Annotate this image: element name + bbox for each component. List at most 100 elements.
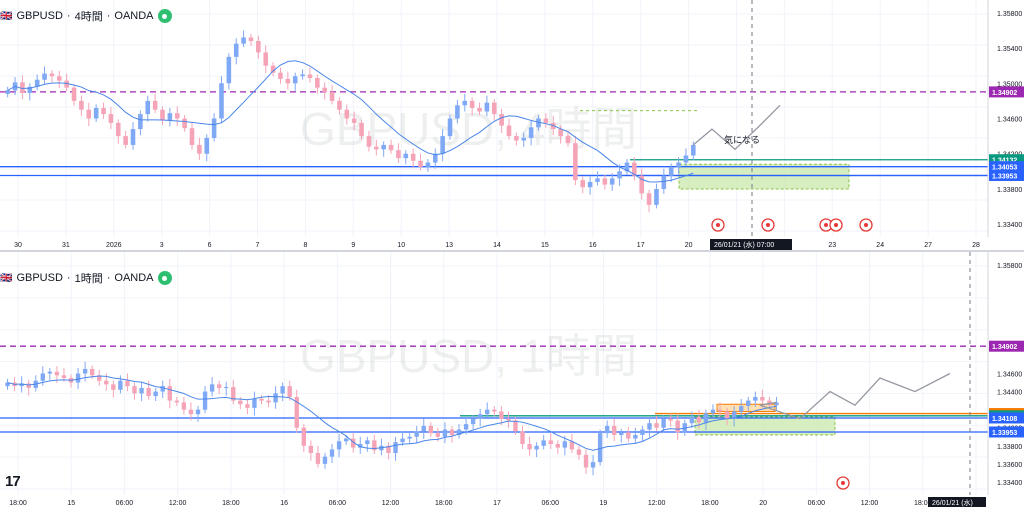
- price-axis-tick: 1.35800: [997, 263, 1022, 270]
- candle: [57, 70, 62, 89]
- price-level-label: 1.34902: [992, 90, 1017, 97]
- candle: [527, 436, 532, 456]
- time-axis-label: 7: [256, 242, 260, 249]
- candle: [724, 407, 730, 426]
- candle-body: [40, 373, 45, 381]
- candle-body: [292, 76, 298, 84]
- candle-body: [428, 425, 433, 434]
- candle: [418, 153, 423, 171]
- candle: [20, 75, 25, 100]
- candle-body: [421, 425, 426, 432]
- economic-event-dot: [834, 223, 838, 227]
- time-axis-label: 16: [280, 500, 288, 507]
- candle-body: [245, 404, 250, 408]
- candle-body: [543, 118, 549, 123]
- candle: [358, 436, 363, 454]
- candle-body: [604, 425, 610, 434]
- price-level-label: 1.33953: [992, 430, 1017, 437]
- price-axis-tick: 1.33600: [997, 462, 1022, 469]
- candle: [256, 35, 261, 59]
- candle: [224, 381, 229, 396]
- time-axis-label: 28: [972, 242, 980, 249]
- candle: [617, 164, 622, 186]
- price-level-badge: [989, 426, 1024, 438]
- flag-icon: 🇬🇧: [0, 272, 13, 284]
- candle: [767, 397, 772, 409]
- candle-body: [160, 386, 165, 392]
- candle-body: [619, 432, 624, 435]
- candle-body: [661, 418, 666, 428]
- candle-body: [174, 400, 180, 403]
- time-axis-label: 23: [828, 242, 836, 249]
- candle: [344, 104, 350, 125]
- candle-body: [425, 162, 431, 167]
- candle-body: [739, 406, 744, 412]
- candle-body: [75, 373, 81, 383]
- candle-body: [640, 429, 645, 435]
- separator: ·: [66, 10, 71, 22]
- time-axis-label: 12:00: [648, 500, 666, 507]
- candle-body: [675, 420, 680, 433]
- candle-body: [396, 150, 401, 159]
- eye-icon[interactable]: [157, 9, 172, 23]
- candle-body: [182, 118, 187, 129]
- price-axis-tick: 1.35800: [997, 11, 1022, 18]
- candle: [425, 159, 431, 172]
- candle-body: [82, 368, 88, 374]
- candle-body: [224, 387, 229, 389]
- candle-body: [219, 83, 224, 119]
- time-axis-label: 16: [589, 242, 597, 249]
- candle: [462, 93, 468, 112]
- candle-body: [27, 86, 33, 93]
- time-axis-label: 6: [208, 242, 212, 249]
- price-level-badge: [989, 154, 1024, 166]
- candle: [322, 453, 328, 469]
- candle: [646, 189, 652, 213]
- candle-body: [513, 420, 518, 432]
- eye-icon[interactable]: [157, 271, 172, 285]
- candle: [626, 426, 631, 443]
- candle: [562, 435, 568, 456]
- candle-body: [123, 136, 128, 145]
- candle: [485, 402, 490, 418]
- candle: [61, 368, 67, 382]
- candle: [675, 413, 680, 440]
- candle-body: [668, 166, 674, 176]
- candle: [71, 84, 77, 106]
- candle: [263, 45, 269, 74]
- price-level-badge: [989, 412, 1024, 424]
- candle-body: [491, 102, 497, 115]
- candle-body: [344, 109, 350, 119]
- candle: [219, 76, 224, 124]
- time-axis-label: 13: [445, 242, 453, 249]
- candle: [270, 62, 276, 77]
- candle-body: [536, 118, 541, 128]
- candle: [139, 382, 144, 402]
- candle: [115, 119, 121, 144]
- symbol-label[interactable]: GBPUSD: [16, 272, 63, 284]
- candle-body: [562, 441, 568, 448]
- candle: [329, 444, 335, 463]
- candle-body: [484, 102, 490, 112]
- candle-body: [101, 107, 106, 115]
- candle: [432, 148, 438, 169]
- candle: [388, 139, 394, 154]
- candle: [174, 106, 180, 126]
- candle-body: [639, 175, 644, 194]
- candle-body: [152, 100, 158, 110]
- candle-body: [710, 409, 716, 414]
- candle: [470, 415, 476, 431]
- candle: [612, 418, 617, 442]
- candle-body: [280, 386, 285, 394]
- candle: [226, 53, 232, 90]
- timeframe-label[interactable]: 4時間: [74, 11, 103, 23]
- timeframe-label[interactable]: 1時間: [74, 273, 103, 285]
- candle-body: [315, 453, 321, 464]
- time-axis-label: 12:00: [382, 500, 400, 507]
- symbol-label[interactable]: GBPUSD: [16, 10, 63, 22]
- candle-body: [609, 178, 615, 185]
- candle-body: [202, 391, 208, 410]
- candle-body: [565, 136, 571, 144]
- candle: [632, 157, 637, 181]
